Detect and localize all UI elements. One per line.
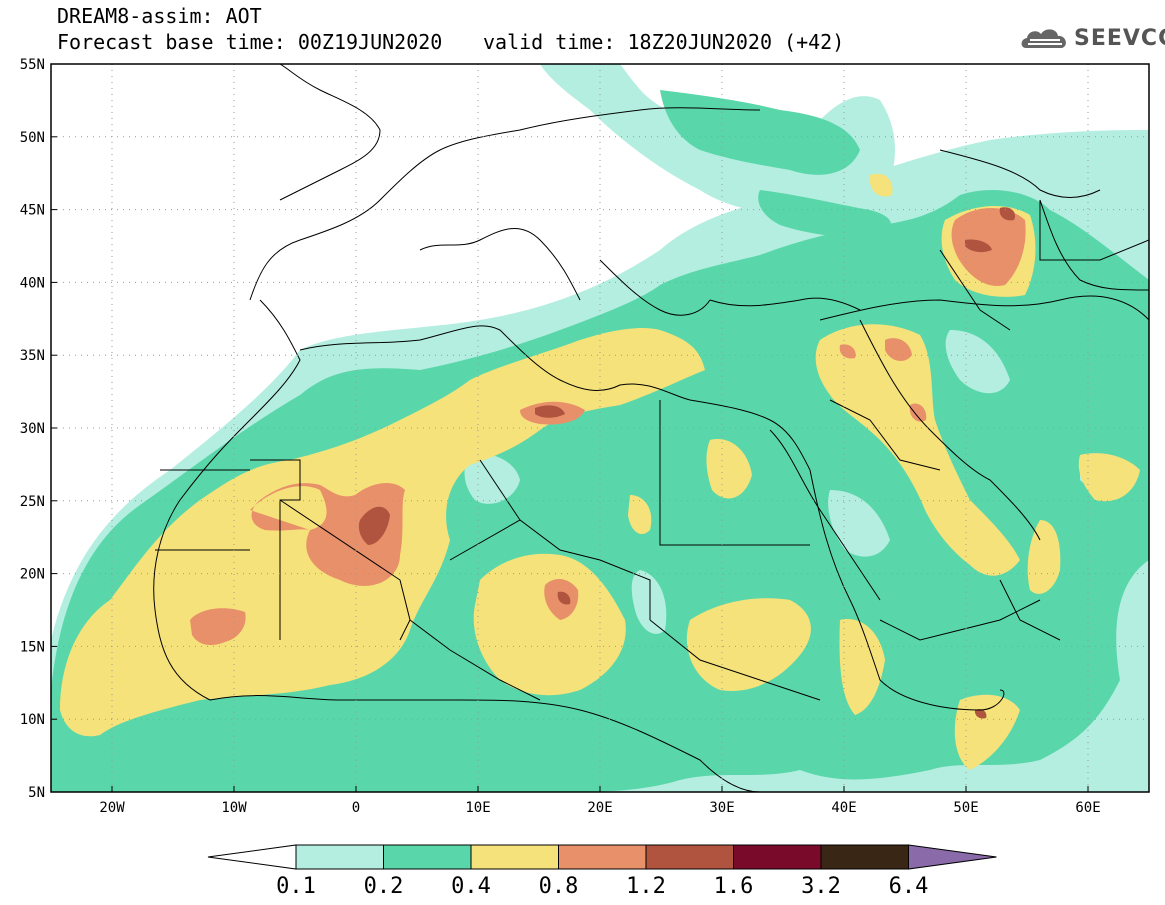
logo-text: SEEVCCC [1074, 26, 1165, 51]
colorbar-label: 1.6 [714, 874, 754, 899]
colorbar-label: 0.1 [276, 874, 316, 899]
colorbar-label: 6.4 [889, 874, 929, 899]
lat-label: 25N [20, 494, 45, 510]
lon-label: 20E [587, 800, 612, 816]
colorbar-label: 0.8 [539, 874, 579, 899]
colorbar-segment [470, 844, 559, 870]
lon-label: 0 [352, 800, 360, 816]
colorbar-high-arrow [908, 844, 997, 870]
map-title: DREAM8-assim: AOT [57, 4, 262, 28]
lon-label: 50E [953, 800, 978, 816]
valid-time: valid time: 18Z20JUN2020 (+42) [483, 30, 845, 54]
seevccc-logo: SEEVCCC [1018, 22, 1165, 56]
lat-label: 5N [28, 785, 45, 801]
aot-field [51, 64, 1149, 792]
colorbar-segment [645, 844, 734, 870]
lon-label: 10W [221, 800, 247, 816]
lat-label: 30N [20, 421, 45, 437]
colorbar: 0.1 0.2 0.4 0.8 1.2 1.6 3.2 6.4 [207, 844, 997, 899]
colorbar-label: 0.4 [451, 874, 491, 899]
colorbar-low-arrow [207, 844, 297, 870]
colorbar-segment [820, 844, 909, 870]
cloud-icon [1021, 29, 1066, 48]
lat-label: 10N [20, 712, 45, 728]
lat-label: 50N [20, 130, 45, 146]
colorbar-label: 3.2 [801, 874, 841, 899]
colorbar-label: 0.2 [364, 874, 404, 899]
lat-label: 35N [20, 348, 45, 364]
colorbar-segment [558, 844, 647, 870]
colorbar-segment [295, 844, 384, 870]
lon-label: 20W [99, 800, 125, 816]
lat-label: 45N [20, 203, 45, 219]
lon-label: 40E [831, 800, 856, 816]
lat-label: 20N [20, 567, 45, 583]
forecast-base-time: Forecast base time: 00Z19JUN2020 [57, 30, 443, 54]
lon-label: 10E [465, 800, 490, 816]
colorbar-segment [383, 844, 472, 870]
lat-label: 15N [20, 639, 45, 655]
lon-label: 30E [709, 800, 734, 816]
lat-label: 55N [20, 57, 45, 73]
lon-label: 60E [1075, 800, 1100, 816]
colorbar-segment [733, 844, 822, 870]
lat-label: 40N [20, 275, 45, 291]
colorbar-label: 1.2 [626, 874, 666, 899]
